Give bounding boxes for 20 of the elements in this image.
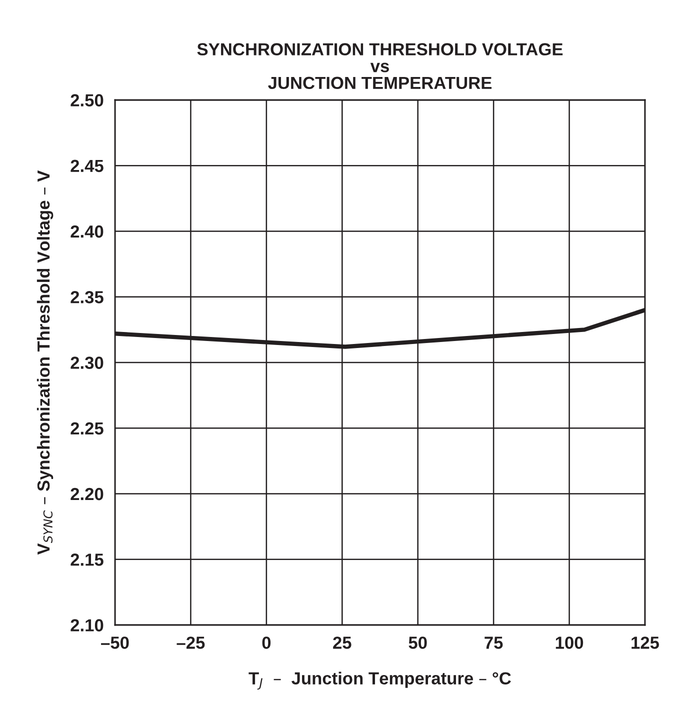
chart-title: SYNCHRONIZATION THRESHOLD VOLTAGE vs JUNCTION TEMPERATURE	[197, 43, 563, 90]
x-tick-label: 125	[632, 636, 659, 649]
x-tick-label: 100	[556, 636, 584, 649]
y-tick-label: 2.40	[70, 225, 104, 238]
y-tick-label: 2.30	[70, 356, 104, 369]
x-tick-label: –25	[176, 636, 205, 649]
y-tick-label: 2.10	[70, 619, 104, 632]
y-tick-label: 2.50	[70, 94, 104, 106]
y-tick-label: 2.35	[70, 291, 104, 304]
x-tick-label: –50	[101, 636, 129, 649]
y-tick-label: 2.20	[70, 488, 104, 500]
y-tick-label: 2.45	[70, 160, 104, 172]
x-tick-label: 50	[408, 636, 427, 649]
x-tick-label: 25	[333, 636, 352, 649]
y-axis-title: V$_{SYNC}$ – Synchronization Threshold Voltage – V	[36, 170, 54, 555]
x-axis-title: T$_{J}$ – Junction Temperature – °C	[248, 672, 511, 690]
y-tick-label: 2.15	[70, 554, 104, 566]
x-tick-label: 0	[262, 636, 271, 649]
y-tick-label: 2.25	[70, 422, 104, 435]
x-tick-label: 75	[484, 636, 503, 649]
